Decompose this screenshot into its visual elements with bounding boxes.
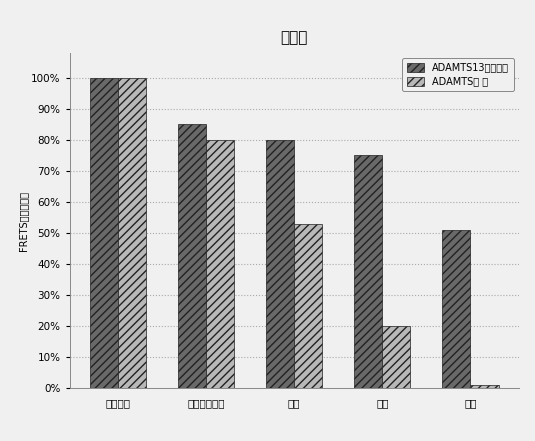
Y-axis label: FRETS活性［％］: FRETS活性［％］ [18, 191, 28, 250]
Bar [442, 230, 470, 388]
Bar [118, 78, 147, 388]
Bar [383, 326, 410, 388]
Legend: ADAMTS13凍結乾燥, ADAMTS液 体: ADAMTS13凍結乾燥, ADAMTS液 体 [402, 58, 514, 91]
Bar [206, 140, 234, 388]
Bar [90, 78, 118, 388]
Bar [354, 155, 383, 388]
Bar [178, 124, 206, 388]
Bar [266, 140, 294, 388]
Title: 図３３: 図３３ [280, 30, 308, 45]
Bar [470, 385, 499, 388]
Bar [294, 224, 323, 388]
